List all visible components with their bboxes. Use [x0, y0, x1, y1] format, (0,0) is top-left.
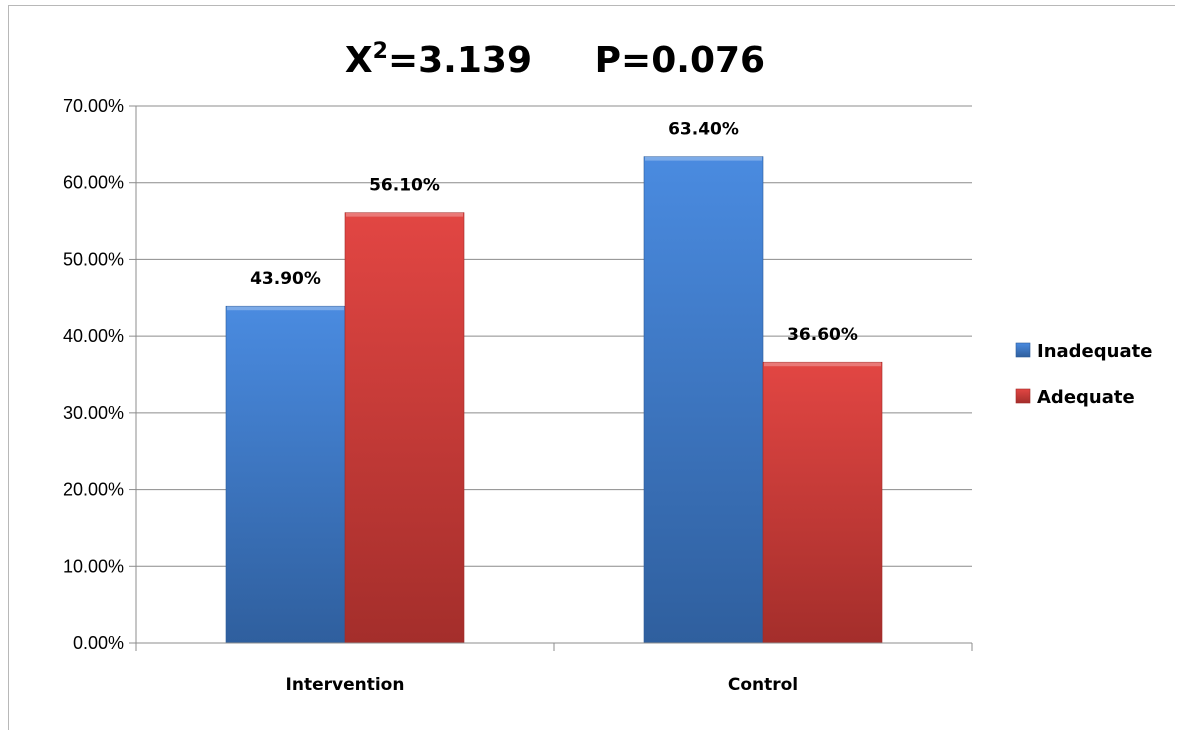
bar-highlight	[346, 212, 463, 217]
data-label-inadequate-control: 63.40%	[668, 120, 739, 140]
legend-swatch-inadequate	[1015, 342, 1031, 358]
chart-title-superscript: 2	[373, 39, 388, 64]
legend-label-adequate: Adequate	[1037, 387, 1135, 408]
y-tick-label: 10.00%	[63, 556, 124, 576]
bar-highlight	[227, 306, 344, 311]
data-label-adequate-intervention: 56.10%	[369, 176, 440, 196]
data-label-inadequate-intervention: 43.90%	[250, 269, 321, 289]
chart-title-rest: =3.139 P=0.076	[388, 40, 765, 81]
x-category-label: Control	[728, 675, 798, 695]
bars	[225, 156, 883, 644]
data-label-adequate-control: 36.60%	[787, 325, 858, 345]
data-labels: 43.90% 56.10% 63.40% 36.60%	[250, 120, 858, 346]
bar-adequate-control	[762, 361, 883, 644]
x-category-label: Intervention	[286, 675, 405, 695]
y-tick-label: 70.00%	[63, 96, 124, 116]
y-tick-label: 30.00%	[63, 403, 124, 423]
chart-title-main: X	[345, 40, 373, 81]
bar-highlight	[645, 156, 762, 161]
bar-highlight	[764, 362, 881, 367]
chart-title: X2=3.139 P=0.076	[345, 39, 765, 81]
chart-frame	[8, 5, 1175, 730]
axes: 0.00% 10.00% 20.00% 30.00% 40.00% 50.00% 60.00…	[63, 96, 973, 695]
legend-swatch-adequate	[1015, 388, 1031, 404]
y-tick-label: 60.00%	[63, 173, 124, 193]
bar-inadequate-intervention	[225, 305, 346, 644]
y-tick-label: 40.00%	[63, 326, 124, 346]
legend: Inadequate Adequate	[1015, 341, 1152, 408]
y-tick-label: 0.00%	[73, 633, 124, 653]
legend-label-inadequate: Inadequate	[1037, 341, 1152, 362]
bar-adequate-intervention	[344, 212, 465, 644]
y-tick-label: 20.00%	[63, 480, 124, 500]
y-tick-label: 50.00%	[63, 249, 124, 269]
bar-inadequate-control	[643, 156, 764, 644]
